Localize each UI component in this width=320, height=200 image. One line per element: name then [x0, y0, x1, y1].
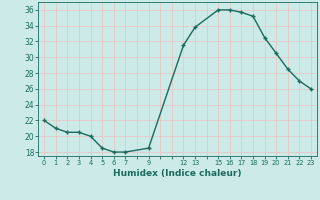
X-axis label: Humidex (Indice chaleur): Humidex (Indice chaleur) — [113, 169, 242, 178]
